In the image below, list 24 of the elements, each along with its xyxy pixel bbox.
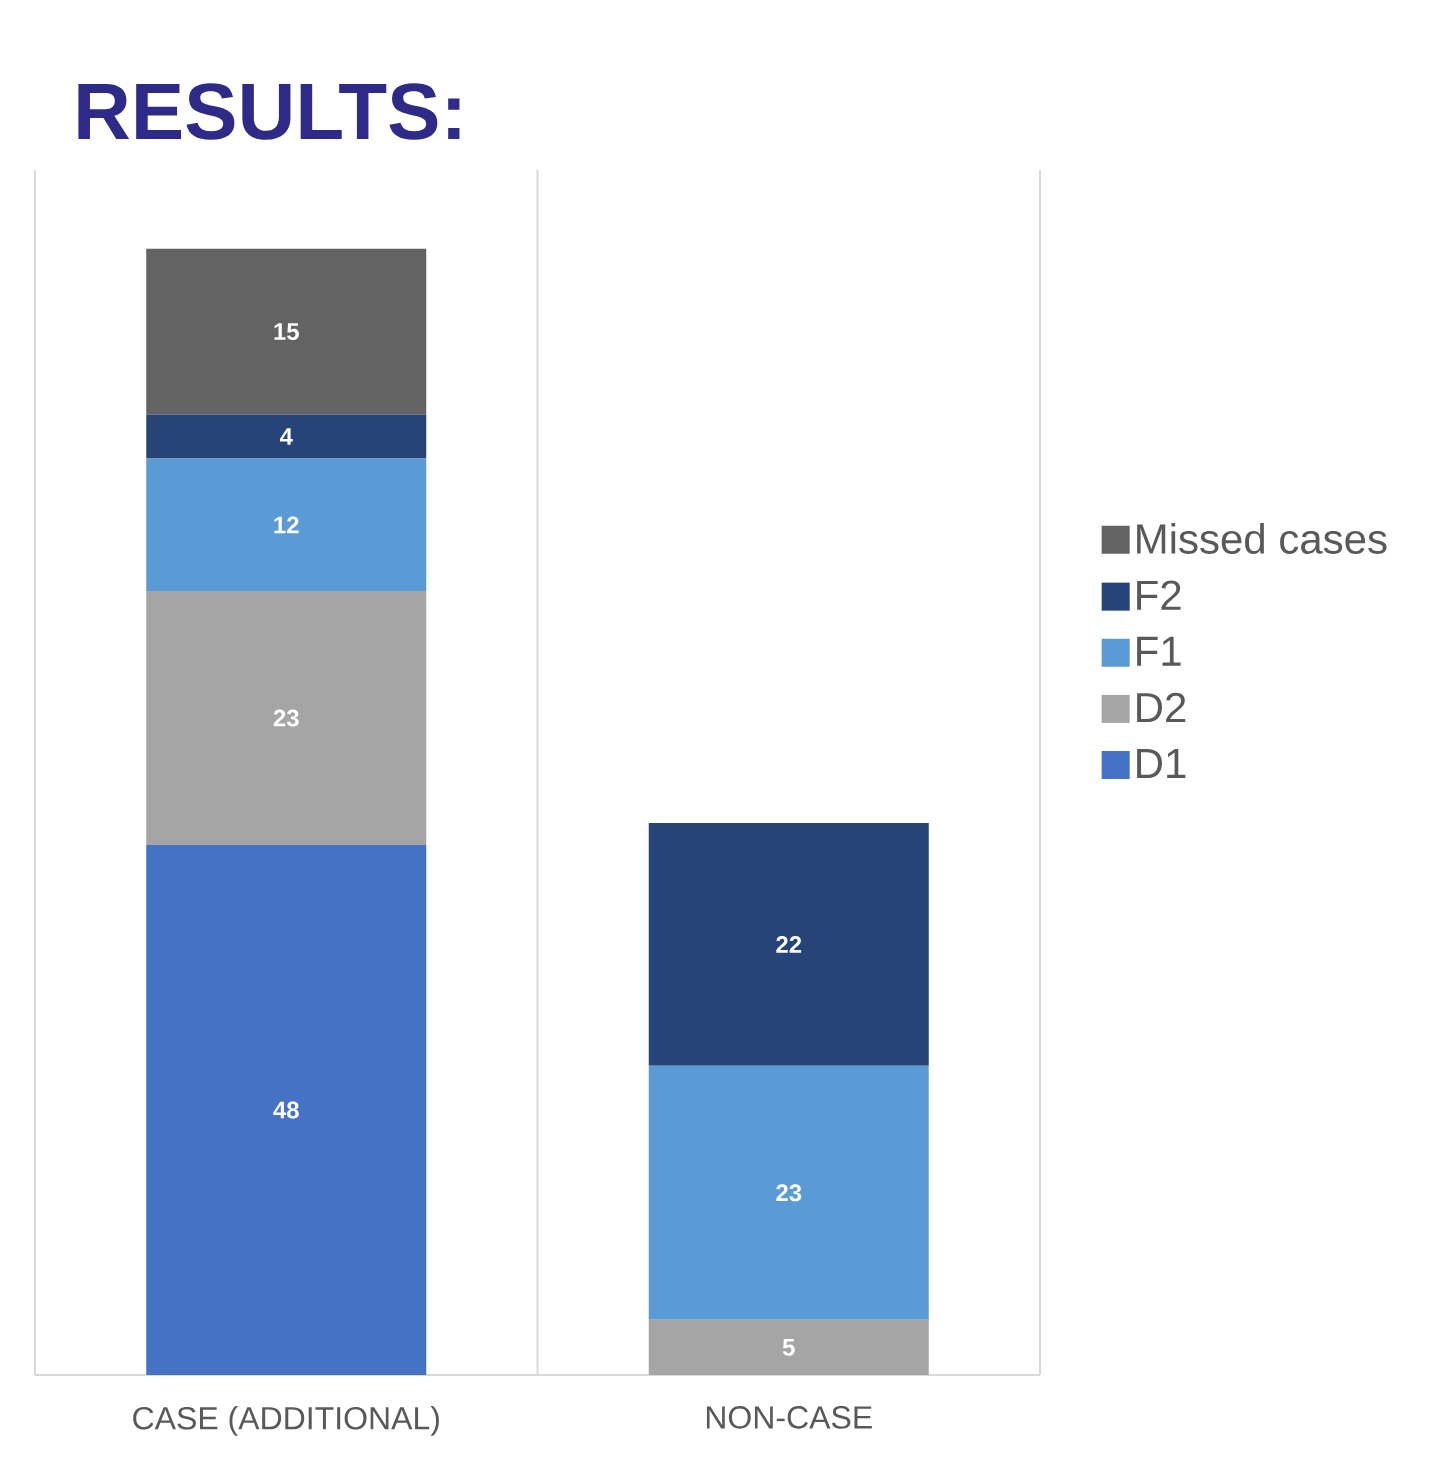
data-label: 23 — [776, 1184, 802, 1202]
data-label: 23 — [273, 709, 299, 727]
bar — [146, 414, 427, 459]
bar — [146, 591, 427, 846]
bar — [648, 822, 929, 1066]
data-label: 12 — [274, 516, 299, 534]
data-label: 22 — [776, 936, 802, 953]
data-label: 48 — [273, 1101, 299, 1119]
legend-label: D1 — [1137, 749, 1186, 778]
legend-label: Missed cases — [1137, 523, 1387, 554]
data-label: 5 — [782, 1339, 795, 1356]
bar — [648, 1319, 929, 1375]
x-tick-label: CASE (ADDITIONAL) — [133, 1406, 439, 1436]
bar — [146, 458, 427, 592]
legend-label: F2 — [1137, 580, 1181, 610]
data-label: 4 — [279, 428, 293, 445]
legend-label: D2 — [1137, 692, 1186, 723]
legend-label: F1 — [1137, 636, 1181, 666]
data-label: 15 — [274, 323, 299, 340]
bar — [146, 248, 427, 415]
chart-title: RESULTS: — [78, 83, 460, 140]
bar — [146, 845, 427, 1375]
bar — [648, 1065, 929, 1320]
x-tick-label: NON-CASE — [706, 1406, 872, 1429]
